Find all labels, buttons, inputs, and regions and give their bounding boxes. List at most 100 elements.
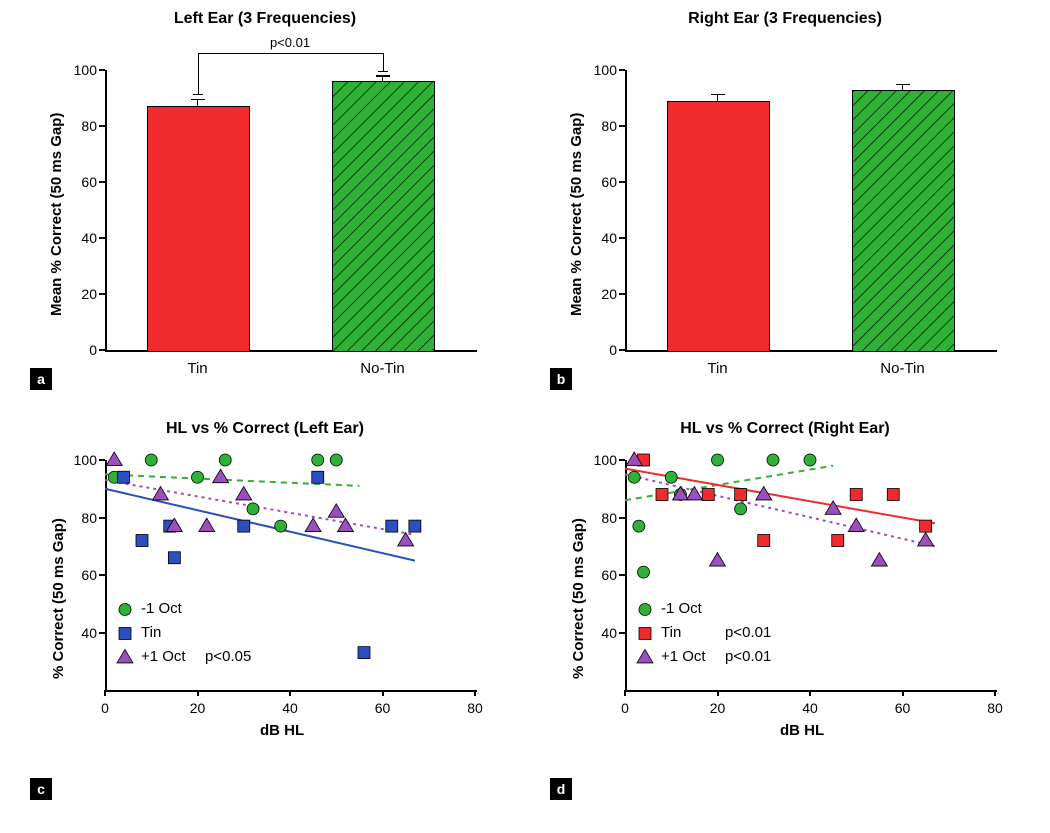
legend-label: Tin (661, 624, 681, 641)
y-tick-mark (619, 349, 625, 351)
marker-square (656, 489, 668, 501)
marker-square (238, 520, 250, 532)
marker-square (758, 535, 770, 547)
marker-circle (712, 454, 724, 466)
panel-b: Right Ear (3 Frequencies)Mean % Correct … (550, 10, 1020, 390)
panel-d: HL vs % Correct (Right Ear)% Correct (50… (550, 420, 1020, 800)
marker-circle (312, 454, 324, 466)
y-tick-label: 0 (577, 342, 617, 358)
marker-circle (145, 454, 157, 466)
errorbar-cap (191, 99, 205, 101)
marker-square (118, 471, 130, 483)
y-tick-mark (619, 237, 625, 239)
sig-cap (193, 94, 203, 96)
legend-label: +1 Oct (661, 648, 706, 665)
marker-circle (275, 520, 287, 532)
y-tick-mark (619, 69, 625, 71)
sig-bracket (383, 53, 385, 71)
panel-label: b (550, 368, 572, 390)
marker-circle (247, 503, 259, 515)
bar-tin (667, 101, 771, 352)
y-tick-label: 20 (57, 286, 97, 302)
errorbar (902, 85, 904, 90)
bar-tin (147, 106, 251, 352)
marker-square (409, 520, 421, 532)
y-tick-label: 80 (57, 118, 97, 134)
panel-c: HL vs % Correct (Left Ear)% Correct (50 … (30, 420, 500, 800)
marker-triangle (213, 469, 229, 482)
errorbar (197, 99, 199, 106)
marker-triangle (236, 487, 252, 500)
legend-sig: p<0.01 (725, 624, 771, 641)
y-tick-mark (619, 125, 625, 127)
y-tick-label: 40 (57, 230, 97, 246)
bar-no-tin (332, 81, 436, 352)
marker-square (850, 489, 862, 501)
fit-line-+1-oct (625, 474, 935, 546)
marker-square (920, 520, 932, 532)
fit-line-tin (105, 489, 415, 561)
panel-a: Left Ear (3 Frequencies)Mean % Correct (… (30, 10, 500, 390)
errorbar-cap (711, 94, 725, 96)
marker-circle (804, 454, 816, 466)
marker-circle (330, 454, 342, 466)
marker-triangle (338, 518, 354, 531)
y-tick-mark (99, 293, 105, 295)
marker-circle (192, 471, 204, 483)
marker-square (168, 552, 180, 564)
y-tick-label: 100 (57, 62, 97, 78)
y-tick-label: 20 (577, 286, 617, 302)
marker-square (735, 489, 747, 501)
marker-circle (767, 454, 779, 466)
panel-label: d (550, 778, 572, 800)
marker-triangle (305, 518, 321, 531)
marker-square (312, 471, 324, 483)
marker-circle (633, 520, 645, 532)
marker-circle (628, 471, 640, 483)
errorbar-cap (376, 75, 390, 77)
category-label: Tin (127, 360, 269, 377)
legend-label: Tin (141, 624, 161, 641)
panel-label: c (30, 778, 52, 800)
y-tick-label: 60 (577, 174, 617, 190)
y-tick-label: 60 (57, 174, 97, 190)
sig-cap (378, 71, 388, 73)
panel-label: a (30, 368, 52, 390)
y-tick-mark (619, 293, 625, 295)
plot-title: Left Ear (3 Frequencies) (30, 10, 500, 28)
marker-triangle (106, 452, 122, 465)
y-tick-label: 80 (577, 118, 617, 134)
sig-bracket (198, 53, 200, 94)
marker-square (702, 489, 714, 501)
y-tick-label: 100 (577, 62, 617, 78)
y-tick-mark (99, 125, 105, 127)
legend-label: +1 Oct (141, 648, 186, 665)
y-tick-mark (99, 69, 105, 71)
marker-triangle (398, 533, 414, 546)
marker-triangle (918, 533, 934, 546)
y-tick-mark (99, 181, 105, 183)
marker-triangle (199, 518, 215, 531)
marker-square (136, 535, 148, 547)
fit-line-+1-oct (105, 480, 415, 535)
sig-label: p<0.01 (260, 35, 320, 50)
marker-circle (638, 566, 650, 578)
category-label: No-Tin (312, 360, 454, 377)
plot-title: Right Ear (3 Frequencies) (550, 10, 1020, 28)
sig-bracket (198, 53, 385, 55)
y-tick-label: 40 (577, 230, 617, 246)
marker-square (358, 647, 370, 659)
category-label: No-Tin (832, 360, 974, 377)
y-tick-mark (619, 181, 625, 183)
errorbar (717, 95, 719, 101)
bar-no-tin (852, 90, 956, 352)
marker-square (887, 489, 899, 501)
marker-triangle (871, 553, 887, 566)
y-tick-label: 0 (57, 342, 97, 358)
marker-triangle (825, 501, 841, 514)
category-label: Tin (647, 360, 789, 377)
marker-square (832, 535, 844, 547)
legend-label: -1 Oct (661, 600, 702, 617)
marker-triangle (328, 504, 344, 517)
y-tick-mark (99, 237, 105, 239)
